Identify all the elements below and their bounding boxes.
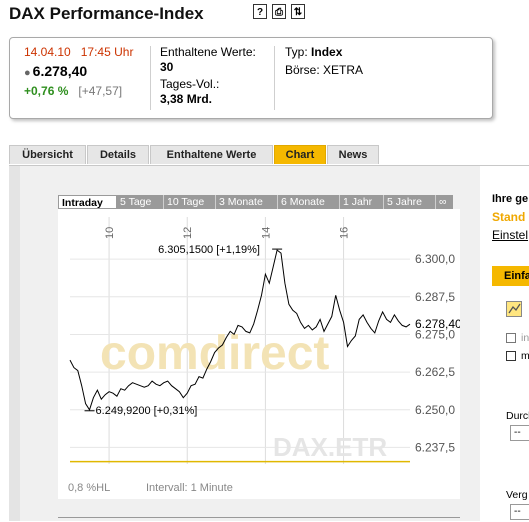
y-tick-label: 6.287,5	[415, 290, 455, 304]
einfach-tab[interactable]: Einfa	[492, 266, 529, 286]
x-tick-label: 14	[260, 227, 272, 239]
quote-timestamp: 14.04.10 17:45 Uhr	[24, 45, 144, 60]
print-icon[interactable]: ⎙	[272, 4, 286, 19]
hl-label: 0,8 %HL	[68, 482, 110, 494]
help-icon[interactable]: ?	[253, 4, 267, 19]
option-label: in	[521, 332, 529, 344]
interval-label: Intervall: 1 Minute	[146, 482, 233, 494]
y-tick-label: 6.237,5	[415, 440, 455, 454]
volume-label: Tages-Vol.:	[160, 77, 220, 91]
chart-area: comdirect DAX.ETR 10 12 14 16 6.300,0 6.287,…	[58, 209, 460, 499]
average-label: Durch	[506, 410, 529, 422]
divider	[150, 46, 151, 110]
intraday-chart: comdirect DAX.ETR 10 12 14 16 6.300,06.287,…	[68, 217, 460, 494]
tab-details[interactable]: Details	[87, 145, 149, 164]
tab-news[interactable]: News	[327, 145, 379, 164]
option-checkbox[interactable]	[506, 333, 516, 343]
quote-price-row: ● 6.278,40	[24, 64, 144, 81]
quote-change-pct: +0,76 %	[24, 84, 69, 98]
enthaltene-value: 30	[160, 60, 174, 74]
quote-type-column: Typ: Index Börse: XETRA	[285, 45, 485, 78]
y-tick-label: 6.262,5	[415, 365, 455, 379]
quote-box: 14.04.10 17:45 Uhr ● 6.278,40 +0,76 % [+4…	[9, 37, 493, 119]
high-label: 6.305,1500 [+1,19%]	[158, 244, 260, 256]
type-row: Typ: Index	[285, 45, 485, 60]
chart-annotations: 6.305,1500 [+1,19%] 6.249,9200 [+0,31%] 6.…	[84, 244, 460, 417]
tab-intraday[interactable]: Intraday	[58, 195, 117, 209]
chart-footer-line	[58, 517, 460, 522]
exchange-value: XETRA	[323, 63, 364, 77]
tab-chart[interactable]: Chart	[274, 145, 326, 164]
page-title: DAX Performance-Index	[9, 4, 204, 23]
last-price-label: 6.278,4000	[415, 317, 460, 331]
enthaltene-label: Enthaltene Werte:	[160, 45, 256, 59]
tab-enthaltene-werte[interactable]: Enthaltene Werte	[150, 145, 273, 164]
tab-max[interactable]: ∞	[439, 196, 447, 208]
panel-border	[9, 166, 20, 521]
y-tick-label: 6.300,0	[415, 252, 455, 266]
tab-5-tage[interactable]: 5 Tage	[117, 195, 164, 209]
chart-period-tabs: Intraday 5 Tage 10 Tage 3 Monate 6 Monat…	[58, 195, 453, 209]
low-label: 6.249,9200 [+0,31%]	[96, 405, 198, 417]
divider	[274, 46, 275, 110]
quote-price-column: 14.04.10 17:45 Uhr ● 6.278,40 +0,76 % [+4…	[24, 45, 144, 99]
export-icon[interactable]: ⇅	[291, 4, 305, 19]
header-actions: ? ⎙ ⇅	[253, 4, 305, 19]
main-tabs: Übersicht Details Enthaltene Werte Chart…	[9, 145, 529, 166]
compare-label: Verg	[506, 489, 528, 501]
settings-heading: Ihre ge	[492, 193, 529, 205]
price-series-line	[69, 249, 411, 411]
x-tick-label: 12	[182, 227, 194, 239]
x-tick-label: 10	[104, 227, 116, 239]
tab-5-jahre[interactable]: 5 Jahre	[384, 195, 436, 209]
quote-price: 6.278,40	[32, 63, 88, 79]
tab-1-jahr[interactable]: 1 Jahr	[340, 195, 384, 209]
watermark-symbol: DAX.ETR	[273, 432, 387, 462]
average-select[interactable]: --	[510, 425, 529, 441]
x-tick-labels: 10 12 14 16	[104, 227, 350, 239]
option-label: m	[521, 350, 529, 362]
quote-change-abs: [+47,57]	[78, 84, 123, 98]
tab-uebersicht[interactable]: Übersicht	[9, 145, 86, 164]
volume-value: 3,38 Mrd.	[160, 92, 213, 106]
y-tick-label: 6.275,0	[415, 327, 455, 341]
exchange-label: Börse:	[285, 63, 320, 77]
standard-label: Stand	[492, 210, 526, 224]
compare-select[interactable]: --	[510, 504, 529, 520]
line-chart-button[interactable]	[506, 301, 522, 317]
quote-stats-column: Enthaltene Werte: 30 Tages-Vol.: 3,38 Mr…	[160, 45, 270, 107]
x-tick-label: 16	[339, 227, 351, 239]
quote-date: 14.04.10	[24, 45, 71, 59]
line-chart-icon	[508, 303, 521, 314]
y-tick-label: 6.250,0	[415, 403, 455, 417]
option-checkbox[interactable]	[506, 351, 516, 361]
tab-10-tage[interactable]: 10 Tage	[164, 195, 216, 209]
chart-grid	[70, 217, 410, 464]
quote-change-row: +0,76 % [+47,57]	[24, 84, 144, 99]
bullet-icon: ●	[24, 67, 31, 79]
y-tick-labels: 6.300,0 6.287,5 6.275,0 6.262,5 6.250,0 6.237…	[415, 252, 455, 454]
type-label: Typ:	[285, 45, 308, 59]
tab-6-monate[interactable]: 6 Monate	[278, 195, 340, 209]
quote-time: 17:45 Uhr	[80, 45, 134, 59]
tab-3-monate[interactable]: 3 Monate	[216, 195, 278, 209]
exchange-row: Börse: XETRA	[285, 63, 485, 78]
type-value: Index	[311, 45, 343, 59]
settings-link[interactable]: Einstel	[492, 228, 529, 242]
